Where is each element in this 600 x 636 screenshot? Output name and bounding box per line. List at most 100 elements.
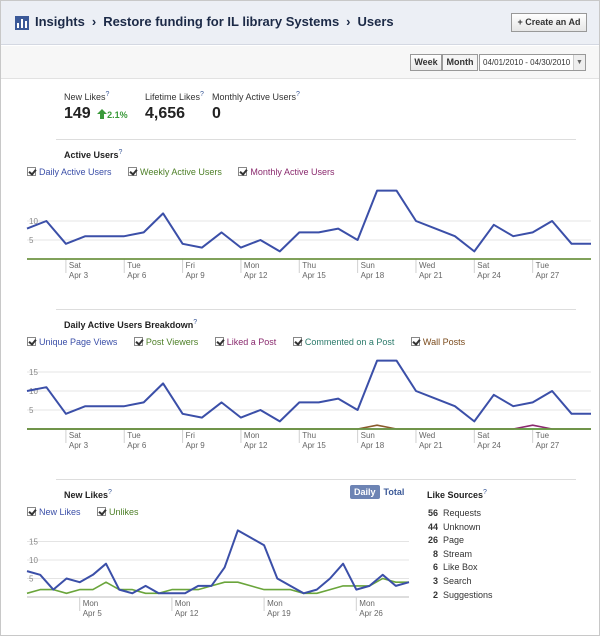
checkbox[interactable] xyxy=(214,337,224,346)
x-tick-day: Wed xyxy=(419,431,435,440)
x-tick-date: Apr 5 xyxy=(83,609,103,618)
y-tick-label: 5 xyxy=(29,575,34,584)
active-users-legend: Daily Active Users Weekly Active Users M… xyxy=(27,167,348,177)
breakdown-title: Daily Active Users Breakdown? xyxy=(64,319,198,330)
x-tick-date: Apr 18 xyxy=(361,271,385,280)
x-tick-date: Apr 26 xyxy=(359,609,383,618)
x-tick-day: Sun xyxy=(361,261,375,270)
like-source-item: 8 Stream xyxy=(432,548,473,559)
x-tick-date: Apr 9 xyxy=(186,271,206,280)
x-tick-date: Apr 27 xyxy=(536,271,560,280)
legend-monthly-active-users[interactable]: Monthly Active Users xyxy=(238,167,334,177)
checkbox[interactable] xyxy=(97,507,107,516)
like-sources-list: 56 Requests 44 Unknown 26 Page 8 Stream 6 Lik… xyxy=(419,507,493,602)
x-tick-date: Apr 15 xyxy=(302,441,326,450)
legend-new-likes[interactable]: New Likes xyxy=(27,507,81,517)
x-tick-day: Wed xyxy=(419,261,435,270)
help-icon[interactable]: ? xyxy=(105,91,110,98)
date-toolbar: Week Month 04/01/2010 - 04/30/2010 ▼ xyxy=(1,46,599,79)
x-tick-day: Mon xyxy=(244,431,260,440)
help-icon[interactable]: ? xyxy=(483,489,487,496)
x-tick-date: Apr 6 xyxy=(127,271,147,280)
series-line xyxy=(26,189,591,253)
x-tick-date: Apr 24 xyxy=(477,271,501,280)
insights-chart-icon xyxy=(15,16,29,30)
stat-delta: 2.1% xyxy=(107,110,128,120)
help-icon[interactable]: ? xyxy=(118,149,123,156)
legend-liked-a-post[interactable]: Liked a Post xyxy=(214,337,276,347)
total-button[interactable]: Total xyxy=(383,487,405,497)
help-icon[interactable]: ? xyxy=(296,91,300,98)
like-source-item: 56 Requests xyxy=(427,508,482,518)
daily-total-toggle: Daily Total xyxy=(350,485,408,499)
breadcrumb: Insights › Restore funding for IL library … xyxy=(35,14,394,29)
legend-post-viewers[interactable]: Post Viewers xyxy=(133,337,198,347)
checkbox[interactable] xyxy=(133,337,143,346)
breadcrumb-page[interactable]: Restore funding for IL library Systems xyxy=(103,14,340,29)
x-tick-day: Sat xyxy=(477,261,490,270)
divider xyxy=(56,139,576,140)
series-line xyxy=(26,359,591,423)
x-tick-day: Mon xyxy=(267,599,283,608)
help-icon[interactable]: ? xyxy=(200,91,204,98)
x-tick-date: Apr 21 xyxy=(419,441,443,450)
x-tick-date: Apr 6 xyxy=(127,441,147,450)
x-tick-day: Sun xyxy=(361,431,375,440)
stat-label: Monthly Active Users xyxy=(212,92,297,102)
checkbox[interactable] xyxy=(238,167,248,176)
like-sources-title: Like Sources? xyxy=(427,489,487,500)
y-tick-label: 5 xyxy=(29,236,34,245)
y-tick-label: 15 xyxy=(29,538,38,547)
week-button[interactable]: Week xyxy=(410,54,442,71)
legend-wall-posts[interactable]: Wall Posts xyxy=(410,337,465,347)
legend-unlikes[interactable]: Unlikes xyxy=(97,507,139,517)
x-tick-date: Apr 9 xyxy=(186,441,206,450)
stat-value: 0 xyxy=(212,105,221,122)
breadcrumb-insights[interactable]: Insights xyxy=(35,14,85,29)
series-line xyxy=(26,529,410,595)
checkbox[interactable] xyxy=(292,337,302,346)
x-tick-date: Apr 12 xyxy=(244,441,268,450)
stat-value: 149 xyxy=(64,105,91,122)
stat-label: New Likes xyxy=(64,92,106,102)
legend-unique-page-views[interactable]: Unique Page Views xyxy=(27,337,117,347)
legend-daily-active-users[interactable]: Daily Active Users xyxy=(27,167,112,177)
daily-button[interactable]: Daily xyxy=(350,485,380,499)
checkbox[interactable] xyxy=(27,167,36,176)
x-tick-date: Apr 21 xyxy=(419,271,443,280)
date-range-select[interactable]: 04/01/2010 - 04/30/2010 ▼ xyxy=(479,54,586,71)
divider xyxy=(56,309,576,310)
checkbox[interactable] xyxy=(27,337,36,346)
help-icon[interactable]: ? xyxy=(108,489,112,496)
chevron-down-icon: ▼ xyxy=(573,55,585,70)
new-likes-title: New Likes? xyxy=(64,489,112,500)
legend-commented-on-a-post[interactable]: Commented on a Post xyxy=(292,337,394,347)
x-tick-day: Thu xyxy=(302,261,316,270)
series-line xyxy=(26,577,409,595)
checkbox[interactable] xyxy=(27,507,36,516)
checkbox[interactable] xyxy=(410,337,420,346)
x-tick-date: Apr 24 xyxy=(477,441,501,450)
like-source-item: 2 Suggestions xyxy=(432,589,493,600)
x-tick-date: Apr 12 xyxy=(175,609,199,618)
y-tick-label: 10 xyxy=(29,556,38,565)
arrow-up-icon xyxy=(97,109,108,119)
x-tick-date: Apr 18 xyxy=(361,441,385,450)
x-tick-date: Apr 15 xyxy=(302,271,326,280)
y-tick-label: 10 xyxy=(29,217,38,226)
divider xyxy=(56,479,576,480)
create-ad-button[interactable]: + Create an Ad xyxy=(511,13,587,32)
x-tick-day: Thu xyxy=(302,431,316,440)
stat-label: Lifetime Likes xyxy=(145,92,201,102)
x-tick-date: Apr 3 xyxy=(69,271,89,280)
month-button[interactable]: Month xyxy=(442,54,478,71)
legend-weekly-active-users[interactable]: Weekly Active Users xyxy=(128,167,222,177)
help-icon[interactable]: ? xyxy=(193,319,198,326)
y-tick-label: 15 xyxy=(29,368,38,377)
x-tick-day: Mon xyxy=(244,261,260,270)
checkbox[interactable] xyxy=(128,167,138,176)
